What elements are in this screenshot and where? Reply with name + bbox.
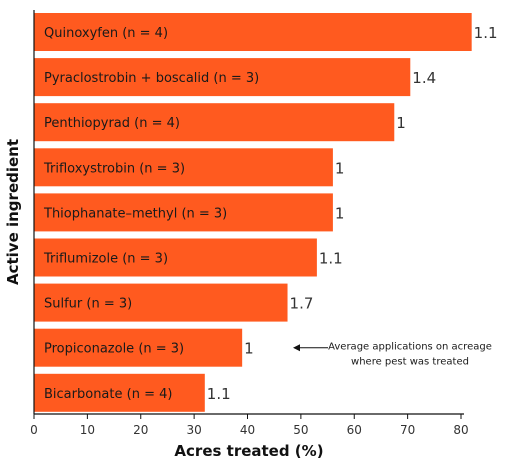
category-label: Propiconazole (n = 3) [44,342,184,357]
annotation-layer: Average applications on acreage where pes… [293,342,492,368]
category-label: Sulfur (n = 3) [44,297,132,312]
category-label: Penthiopyrad (n = 4) [44,116,180,131]
x-tick-label: 60 [347,423,362,437]
x-tick-label: 80 [453,423,468,437]
data-label: 1.1 [207,385,231,403]
bar [34,103,395,142]
x-tick-label: 70 [400,423,415,437]
category-label: Thiophanate–methyl (n = 3) [43,206,227,221]
data-label: 1 [396,114,406,132]
annotation-text: where pest was treated [351,357,469,368]
data-label: 1 [244,340,254,358]
annotation-text: Average applications on acreage [328,342,492,353]
x-tick-label: 50 [293,423,308,437]
x-axis-title: Acres treated (%) [174,442,323,460]
category-label: Quinoxyfen (n = 4) [44,26,168,41]
annotation-arrow-head [293,344,300,352]
bar [34,148,333,187]
category-label: Triflumizole (n = 3) [43,252,168,267]
category-label: Trifloxystrobin (n = 3) [43,161,185,176]
x-tick-label: 10 [80,423,95,437]
data-label: 1.4 [412,69,436,87]
category-label: Bicarbonate (n = 4) [44,387,172,402]
category-label: Pyraclostrobin + boscalid (n = 3) [44,71,259,86]
bar [34,58,411,97]
bars-layer [34,13,472,412]
labels-layer: Quinoxyfen (n = 4) 1.1 Pyraclostrobin + bo… [43,24,498,403]
bar [34,238,317,277]
axis-layer: 0 10 20 30 40 50 60 70 80 [30,10,469,437]
bar [34,13,472,51]
bar [34,373,205,412]
x-tick-label: 0 [30,423,38,437]
data-label: 1.1 [319,250,343,268]
x-tick-label: 40 [240,423,255,437]
data-label: 1 [335,204,345,222]
data-label: 1.7 [290,295,314,313]
y-axis-title: Active ingredient [4,139,22,285]
bar [34,328,243,367]
data-label: 1 [335,159,345,177]
x-tick-label: 30 [186,423,201,437]
data-label: 1.1 [474,24,498,42]
bar [34,193,333,232]
bar [34,283,288,322]
x-tick-label: 20 [133,423,148,437]
